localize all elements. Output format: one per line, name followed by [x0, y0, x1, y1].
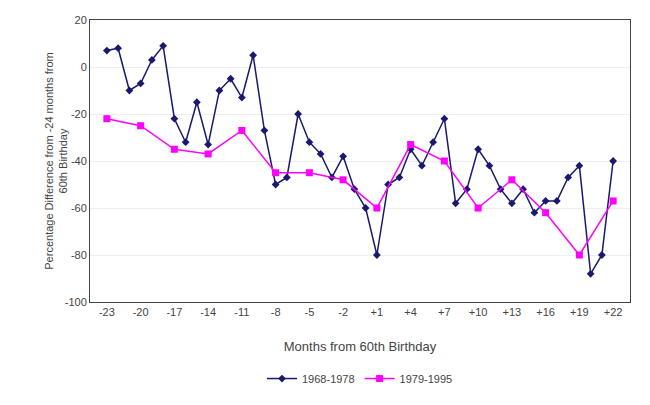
svg-text:1968-1978: 1968-1978: [302, 373, 355, 385]
svg-text:-80: -80: [71, 249, 87, 261]
svg-text:+19: +19: [570, 306, 589, 318]
svg-text:-14: -14: [200, 306, 216, 318]
svg-text:-2: -2: [338, 306, 348, 318]
svg-text:-100: -100: [65, 296, 87, 308]
svg-text:0: 0: [81, 61, 87, 73]
svg-text:+22: +22: [604, 306, 623, 318]
svg-text:+16: +16: [536, 306, 555, 318]
svg-text:Percentage Difference from -24: Percentage Difference from -24 months fr…: [43, 52, 69, 269]
svg-text:-5: -5: [304, 306, 314, 318]
svg-text:+1: +1: [371, 306, 384, 318]
svg-text:+10: +10: [469, 306, 488, 318]
svg-text:-20: -20: [71, 108, 87, 120]
svg-text:-17: -17: [166, 306, 182, 318]
svg-text:+13: +13: [503, 306, 522, 318]
svg-text:-8: -8: [271, 306, 281, 318]
svg-text:-23: -23: [99, 306, 115, 318]
svg-text:-11: -11: [234, 306, 249, 318]
svg-text:1979-1995: 1979-1995: [400, 373, 453, 385]
svg-text:-60: -60: [71, 202, 87, 214]
svg-text:+4: +4: [404, 306, 417, 318]
svg-text:+7: +7: [438, 306, 451, 318]
svg-text:-20: -20: [133, 306, 149, 318]
svg-text:20: 20: [75, 14, 87, 26]
svg-text:-40: -40: [71, 155, 87, 167]
svg-text:Months from 60th Birthday: Months from 60th Birthday: [284, 339, 437, 354]
